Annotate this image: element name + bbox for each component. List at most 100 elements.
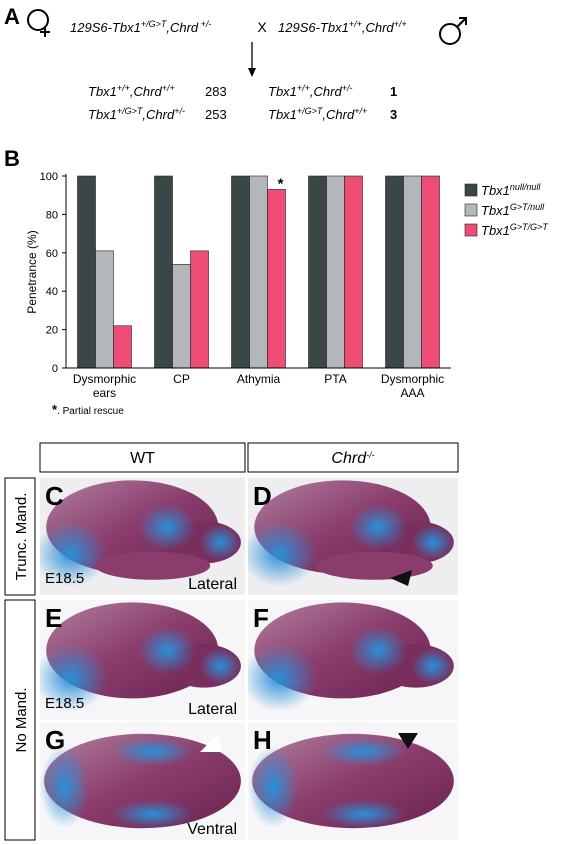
specimen-photo (248, 722, 458, 840)
text-segment: 129S6-Tbx1 (70, 20, 141, 35)
y-tick-label: 40 (46, 286, 58, 298)
x-tick-label: CP (173, 372, 190, 386)
x-tick-wrap: Dysmorphic AAA (381, 372, 444, 400)
bar (190, 250, 209, 369)
panel-label: A (4, 4, 20, 29)
text-segment: ,Chrd (310, 84, 343, 99)
view-label: Lateral (188, 701, 237, 718)
text-segment: Tbx1 (88, 107, 117, 122)
text-segment: ,Chrd (322, 107, 355, 122)
cartilage (199, 524, 241, 560)
superscript: +/+ (354, 106, 367, 116)
arrowhead (398, 733, 418, 749)
count: 253 (205, 107, 227, 122)
text-segment: WT (130, 450, 155, 467)
genotype: Tbx1+/G>T,Chrd+/- (88, 106, 185, 122)
panel-label: F (253, 603, 269, 633)
view-label: Lateral (188, 576, 237, 593)
count: 283 (205, 84, 227, 99)
cartilage (348, 503, 408, 551)
genotype: 129S6-Tbx1+/G>T,Chrd +/- (70, 19, 211, 35)
x-tick-wrap: Dysmorphic ears (72, 372, 137, 400)
panel-label: C (45, 481, 64, 511)
row-header: Trunc. Mand. (13, 493, 30, 581)
specimen-photo (40, 478, 245, 595)
legend-sup: G>T/null (510, 202, 545, 212)
cartilage (111, 737, 194, 766)
legend-label: Tbx1null/null (481, 182, 541, 198)
genotype: Tbx1+/+,Chrd+/- (268, 83, 352, 99)
male-symbol (439, 17, 467, 45)
bar (421, 175, 440, 369)
x-tick-wrap: PTA (324, 372, 347, 386)
column-header: WT (130, 450, 155, 467)
count: 3 (390, 107, 397, 122)
text-segment: ,Chrd (142, 107, 175, 122)
row-box (4, 477, 36, 596)
legend-name: Tbx1 (481, 223, 510, 238)
x-tick-wrap: Athymia (236, 372, 281, 386)
legend-swatch (464, 223, 478, 237)
text-segment: 129S6-Tbx1 (278, 20, 349, 35)
bar (172, 264, 191, 369)
mandible (95, 551, 211, 580)
panel-label: G (45, 725, 65, 755)
x-tick-label: PTA (324, 372, 347, 386)
annotation: * (278, 175, 284, 192)
superscript: +/+ (162, 83, 175, 93)
specimen-photo (248, 478, 458, 595)
bar (403, 175, 422, 369)
specimen-photo (248, 600, 458, 720)
superscript: +/G>T (297, 106, 324, 116)
cartilage (248, 521, 318, 587)
x-tick-label: Athymia (236, 372, 281, 386)
cartilage (138, 503, 196, 551)
header-box (247, 442, 459, 473)
y-tick-label: 0 (52, 363, 58, 375)
stage-label: E18.5 (45, 570, 84, 587)
text-segment: Tbx1 (88, 84, 117, 99)
legend-label: Tbx1G>T/G>T (481, 222, 549, 238)
legend-sup: G>T/G>T (510, 222, 550, 232)
row-header: No Mand. (13, 687, 30, 752)
bar (95, 250, 114, 369)
bar (385, 175, 404, 369)
y-tick-label: 80 (46, 209, 58, 221)
superscript: -/- (366, 450, 375, 460)
cross-sign: X (257, 19, 267, 35)
superscript: +/+ (349, 19, 362, 29)
superscript: +/+ (297, 83, 310, 93)
bar (344, 175, 363, 369)
footnote: *. Partial rescue (52, 402, 124, 417)
arrowhead (390, 570, 412, 586)
superscript: +/- (342, 83, 353, 93)
column-header: Chrd-/- (331, 450, 374, 467)
cartilage (40, 745, 90, 829)
cartilage (40, 521, 108, 587)
specimen-photo (40, 722, 245, 840)
text-segment: Tbx1 (268, 84, 297, 99)
superscript: +/- (198, 19, 211, 29)
panel-label: D (253, 481, 272, 511)
text-segment: Tbx1 (268, 107, 297, 122)
panel-label: H (253, 725, 272, 755)
row-box (4, 599, 36, 841)
y-tick-label: 100 (40, 171, 58, 183)
count: 1 (390, 84, 397, 99)
panel-label: E (45, 603, 62, 633)
superscript: +/- (174, 106, 185, 116)
panel-label: B (4, 146, 20, 171)
text-segment: ,Chrd (166, 20, 199, 35)
header-box (39, 442, 246, 473)
bar (77, 175, 96, 369)
bar (308, 175, 327, 369)
genotype: Tbx1+/+,Chrd+/+ (88, 83, 175, 99)
skull (252, 733, 454, 829)
x-tick-label: Dysmorphic ears (72, 372, 137, 400)
x-tick-wrap: CP (173, 372, 190, 386)
text-segment: ,Chrd (130, 84, 163, 99)
y-tick-label: 60 (46, 248, 58, 260)
cartilage (40, 644, 108, 712)
